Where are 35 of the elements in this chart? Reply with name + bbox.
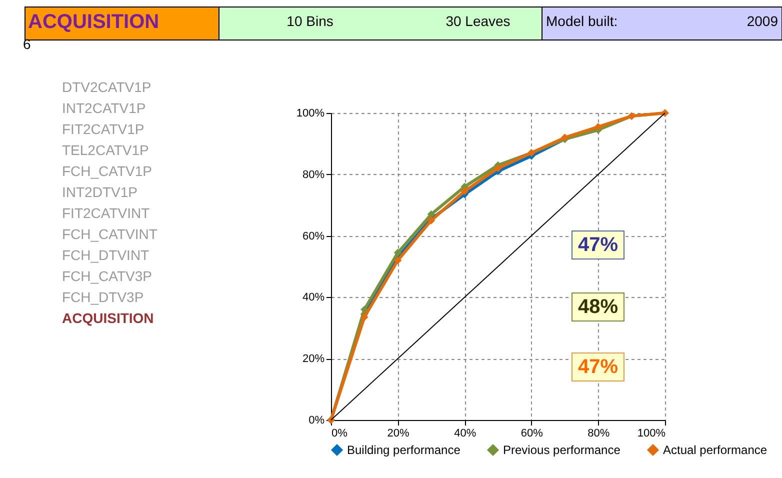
y-tick-label: 0% xyxy=(308,414,325,426)
annotation: 47% xyxy=(578,234,618,256)
text: FCH_DTV3P xyxy=(62,289,144,305)
y-tick-label: 60% xyxy=(302,230,325,242)
text: Model built: xyxy=(546,13,618,29)
text: FIT2CATV1P xyxy=(62,121,144,137)
text: ACQUISITION xyxy=(28,11,160,33)
legend-label: Building performance xyxy=(347,443,461,457)
text: 30 Leaves xyxy=(446,13,510,29)
annotation: 47% xyxy=(578,356,618,378)
text: 10 Bins xyxy=(286,13,334,29)
x-tick-label: 80% xyxy=(588,428,610,440)
text: INT2CATV1P xyxy=(62,100,146,116)
x-tick-label: 20% xyxy=(387,428,410,440)
legend-label: Actual performance xyxy=(663,443,768,457)
legend-label: Previous performance xyxy=(503,443,621,457)
text: FCH_CATV1P xyxy=(62,163,152,179)
x-tick-label: 40% xyxy=(454,428,476,440)
text: FCH_CATV3P xyxy=(62,268,152,284)
text: 2009 xyxy=(746,13,778,29)
text: FIT2CATVINT xyxy=(62,205,150,221)
x-tick-label: 100% xyxy=(637,428,666,440)
annotation: 48% xyxy=(578,296,618,318)
x-tick-label: 60% xyxy=(520,428,544,440)
y-tick-label: 20% xyxy=(302,353,325,366)
text: ACQUISITION xyxy=(62,310,154,326)
y-tick-label: 40% xyxy=(302,292,325,304)
text: TEL2CATV1P xyxy=(62,142,149,158)
text: FCH_DTVINT xyxy=(62,247,150,263)
text: FCH_CATVINT xyxy=(62,226,158,242)
x-tick-label: 0% xyxy=(332,428,348,440)
y-tick-label: 100% xyxy=(296,108,325,120)
text: INT2DTV1P xyxy=(62,184,138,200)
text: DTV2CATV1P xyxy=(62,79,152,95)
y-tick-label: 80% xyxy=(302,168,325,181)
